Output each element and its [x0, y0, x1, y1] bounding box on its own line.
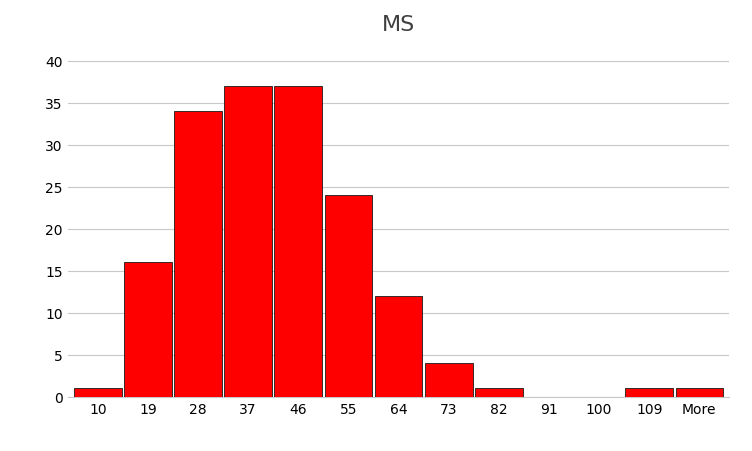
Bar: [74, 388, 122, 397]
Bar: [274, 87, 322, 397]
Bar: [325, 196, 372, 397]
Bar: [224, 87, 272, 397]
Bar: [425, 364, 472, 397]
Bar: [124, 263, 171, 397]
Bar: [626, 388, 673, 397]
Bar: [374, 296, 423, 397]
Title: MS: MS: [382, 15, 415, 35]
Bar: [475, 388, 523, 397]
Bar: [675, 388, 723, 397]
Bar: [174, 112, 222, 397]
